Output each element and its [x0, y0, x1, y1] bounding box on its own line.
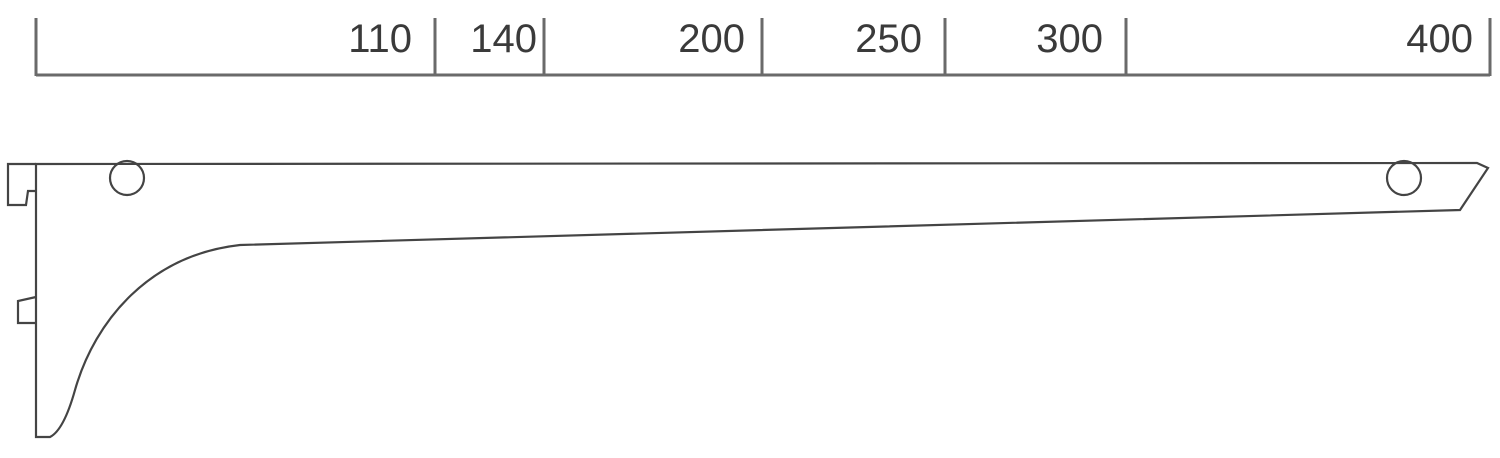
lower-tab [16, 295, 37, 325]
scale-label-400: 400 [1406, 17, 1473, 61]
hole-right [1385, 159, 1423, 197]
scale-label-140: 140 [470, 17, 537, 61]
scale-label-250: 250 [855, 17, 922, 61]
top-hook [6, 162, 36, 207]
dimension-scale [34, 18, 1492, 77]
hole-left [108, 159, 146, 197]
scale-label-110: 110 [348, 17, 412, 61]
bracket-outline [34, 161, 1490, 439]
scale-label-200: 200 [678, 17, 745, 61]
scale-label-300: 300 [1036, 17, 1103, 61]
shelf-bracket [6, 159, 1490, 439]
